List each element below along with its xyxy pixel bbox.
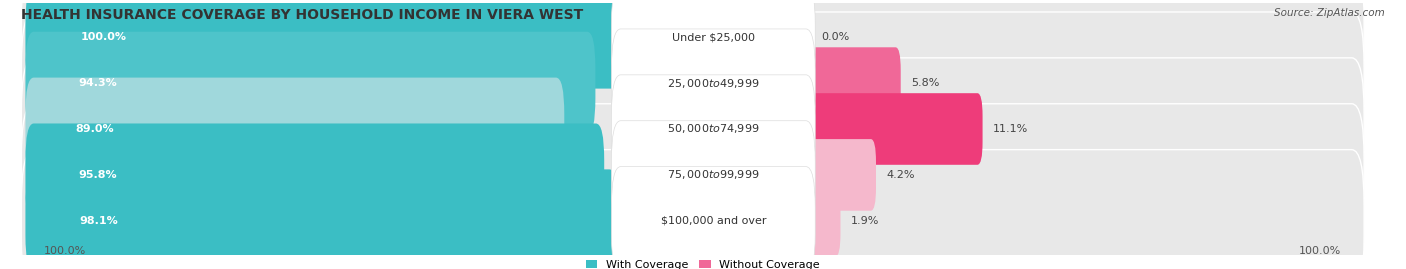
- FancyBboxPatch shape: [25, 0, 628, 89]
- Legend: With Coverage, Without Coverage: With Coverage, Without Coverage: [586, 260, 820, 269]
- Text: 100.0%: 100.0%: [1299, 246, 1341, 256]
- FancyBboxPatch shape: [21, 58, 1364, 200]
- Text: 98.1%: 98.1%: [80, 216, 118, 226]
- Text: 5.8%: 5.8%: [911, 78, 939, 88]
- Text: Under $25,000: Under $25,000: [672, 32, 755, 42]
- FancyBboxPatch shape: [801, 185, 841, 257]
- FancyBboxPatch shape: [612, 0, 815, 91]
- FancyBboxPatch shape: [21, 12, 1364, 154]
- Text: $75,000 to $99,999: $75,000 to $99,999: [666, 168, 759, 181]
- Text: 4.2%: 4.2%: [886, 170, 915, 180]
- FancyBboxPatch shape: [612, 121, 815, 229]
- Text: $50,000 to $74,999: $50,000 to $74,999: [666, 122, 759, 136]
- Text: 100.0%: 100.0%: [44, 246, 86, 256]
- FancyBboxPatch shape: [25, 123, 605, 226]
- FancyBboxPatch shape: [612, 75, 815, 183]
- Text: 95.8%: 95.8%: [79, 170, 117, 180]
- Text: $25,000 to $49,999: $25,000 to $49,999: [666, 77, 759, 90]
- Text: $100,000 and over: $100,000 and over: [661, 216, 766, 226]
- FancyBboxPatch shape: [612, 29, 815, 137]
- FancyBboxPatch shape: [801, 47, 901, 119]
- Text: 100.0%: 100.0%: [80, 32, 127, 42]
- Text: 11.1%: 11.1%: [993, 124, 1028, 134]
- Text: 94.3%: 94.3%: [77, 78, 117, 88]
- FancyBboxPatch shape: [25, 169, 617, 269]
- FancyBboxPatch shape: [25, 77, 564, 180]
- FancyBboxPatch shape: [21, 150, 1364, 269]
- Text: 89.0%: 89.0%: [76, 124, 114, 134]
- FancyBboxPatch shape: [21, 0, 1364, 108]
- Text: HEALTH INSURANCE COVERAGE BY HOUSEHOLD INCOME IN VIERA WEST: HEALTH INSURANCE COVERAGE BY HOUSEHOLD I…: [21, 8, 583, 22]
- FancyBboxPatch shape: [801, 93, 983, 165]
- Text: 1.9%: 1.9%: [851, 216, 879, 226]
- FancyBboxPatch shape: [25, 32, 595, 134]
- FancyBboxPatch shape: [612, 167, 815, 269]
- FancyBboxPatch shape: [21, 104, 1364, 246]
- FancyBboxPatch shape: [801, 139, 876, 211]
- Text: 0.0%: 0.0%: [821, 32, 849, 42]
- Text: Source: ZipAtlas.com: Source: ZipAtlas.com: [1274, 8, 1385, 18]
